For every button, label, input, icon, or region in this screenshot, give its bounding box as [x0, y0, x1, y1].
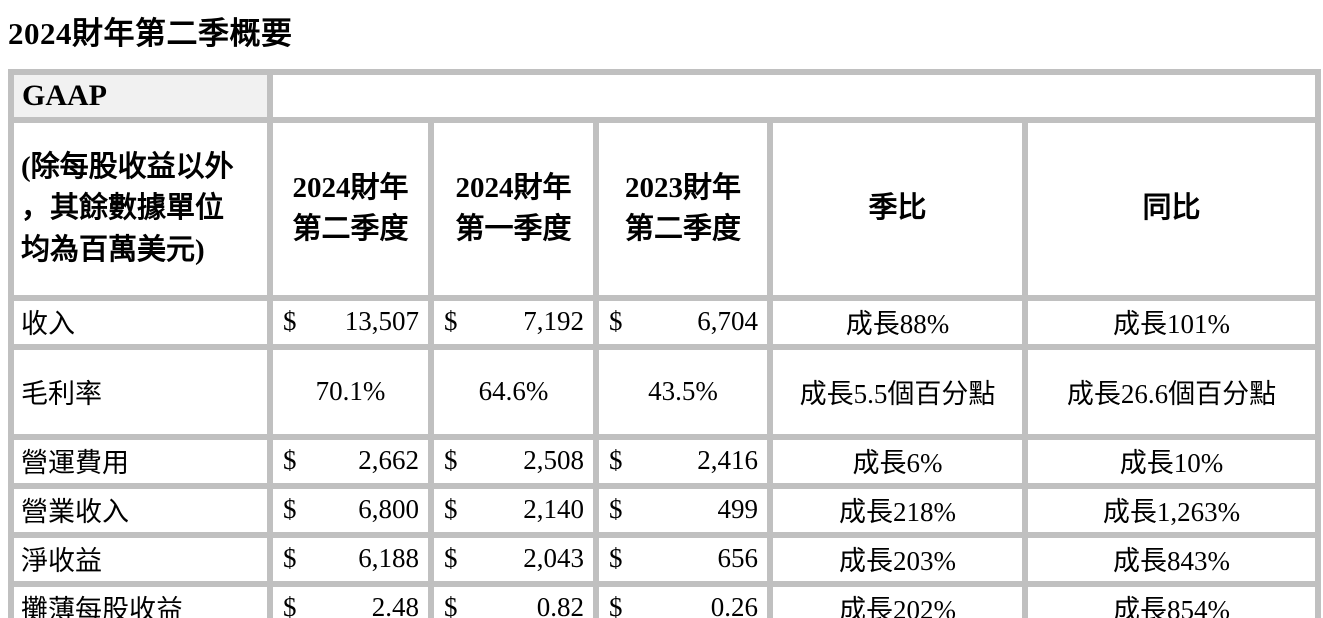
cell-opex-q1-fy2024: $2,508	[428, 434, 599, 489]
cell-value: 6,800	[358, 494, 419, 524]
cell-value: 2,416	[697, 445, 758, 475]
cell-op-income-q1-fy2024: $2,140	[428, 483, 599, 538]
column-header-q1-fy2024: 2024財年 第一季度	[428, 117, 599, 301]
cell-net-income-qoq: 成長203%	[767, 532, 1028, 587]
currency-symbol: $	[283, 445, 297, 475]
gaap-financial-table: GAAP (除每股收益以外 ，其餘數據單位 均為百萬美元) 2024財年 第二季…	[8, 69, 1322, 618]
cell-eps-q1-fy2024: $0.82	[428, 581, 599, 618]
cell-revenue-q2-fy2024: $13,507	[267, 295, 434, 350]
currency-symbol: $	[283, 306, 297, 336]
page-title: 2024財年第二季概要	[8, 16, 293, 51]
cell-value: 656	[717, 543, 759, 573]
cell-op-income-qoq: 成長218%	[767, 483, 1028, 538]
cell-op-income-yoy: 成長1,263%	[1021, 483, 1322, 538]
currency-symbol: $	[283, 543, 297, 573]
currency-symbol: $	[609, 592, 623, 618]
cell-revenue-yoy: 成長101%	[1021, 295, 1322, 350]
cell-value: 2,662	[358, 445, 419, 475]
table-row-gross-margin: 毛利率 70.1% 64.6% 43.5% 成長5.5個百分點 成長26.6個百…	[8, 344, 1322, 440]
table-row-operating-income: 營業收入 $6,800 $2,140 $499 成長218% 成長1,263%	[8, 483, 1322, 538]
row-label-gross-margin: 毛利率	[8, 344, 273, 440]
cell-opex-yoy: 成長10%	[1021, 434, 1322, 489]
row-label-net-income: 淨收益	[8, 532, 273, 587]
column-header-q2-fy2024: 2024財年 第二季度	[267, 117, 434, 301]
cell-gross-margin-q1-fy2024: 64.6%	[428, 344, 599, 440]
column-header-q2-fy2023: 2023財年 第二季度	[593, 117, 773, 301]
cell-value: 0.26	[710, 592, 758, 618]
table-row-net-income: 淨收益 $6,188 $2,043 $656 成長203% 成長843%	[8, 532, 1322, 587]
cell-eps-q2-fy2023: $0.26	[593, 581, 773, 618]
section-label-gaap: GAAP	[8, 69, 273, 123]
header-row: (除每股收益以外 ，其餘數據單位 均為百萬美元) 2024財年 第二季度 202…	[8, 117, 1322, 301]
cell-revenue-q2-fy2023: $6,704	[593, 295, 773, 350]
currency-symbol: $	[609, 543, 623, 573]
cell-op-income-q2-fy2023: $499	[593, 483, 773, 538]
currency-symbol: $	[283, 592, 297, 618]
cell-value: 2,140	[523, 494, 584, 524]
cell-value: 499	[717, 494, 759, 524]
cell-value: 2,508	[523, 445, 584, 475]
row-label-revenue: 收入	[8, 295, 273, 350]
currency-symbol: $	[444, 592, 458, 618]
currency-symbol: $	[609, 494, 623, 524]
cell-net-income-q2-fy2024: $6,188	[267, 532, 434, 587]
cell-value: 6,704	[697, 306, 758, 336]
cell-opex-qoq: 成長6%	[767, 434, 1028, 489]
cell-value: 2,043	[523, 543, 584, 573]
currency-symbol: $	[609, 445, 623, 475]
table-row-operating-expenses: 營運費用 $2,662 $2,508 $2,416 成長6% 成長10%	[8, 434, 1322, 489]
cell-revenue-q1-fy2024: $7,192	[428, 295, 599, 350]
column-header-qoq: 季比	[767, 117, 1028, 301]
cell-revenue-qoq: 成長88%	[767, 295, 1028, 350]
row-label-operating-income: 營業收入	[8, 483, 273, 538]
cell-eps-q2-fy2024: $2.48	[267, 581, 434, 618]
row-label-diluted-eps: 攤薄每股收益	[8, 581, 273, 618]
table-row-diluted-eps: 攤薄每股收益 $2.48 $0.82 $0.26 成長202% 成長854%	[8, 581, 1322, 618]
currency-symbol: $	[283, 494, 297, 524]
currency-symbol: $	[609, 306, 623, 336]
cell-opex-q2-fy2023: $2,416	[593, 434, 773, 489]
cell-gross-margin-q2-fy2024: 70.1%	[267, 344, 434, 440]
currency-symbol: $	[444, 306, 458, 336]
cell-opex-q2-fy2024: $2,662	[267, 434, 434, 489]
cell-value: 0.82	[536, 592, 584, 618]
cell-net-income-yoy: 成長843%	[1021, 532, 1322, 587]
cell-gross-margin-yoy: 成長26.6個百分點	[1021, 344, 1322, 440]
section-row: GAAP	[8, 69, 1322, 123]
cell-op-income-q2-fy2024: $6,800	[267, 483, 434, 538]
currency-symbol: $	[444, 445, 458, 475]
cell-value: 6,188	[358, 543, 419, 573]
cell-value: 7,192	[523, 306, 584, 336]
cell-gross-margin-q2-fy2023: 43.5%	[593, 344, 773, 440]
cell-eps-yoy: 成長854%	[1021, 581, 1322, 618]
section-row-spacer	[266, 69, 1322, 123]
cell-value: 2.48	[371, 592, 419, 618]
cell-value: 13,507	[344, 306, 419, 336]
currency-symbol: $	[444, 494, 458, 524]
cell-gross-margin-qoq: 成長5.5個百分點	[767, 344, 1028, 440]
column-header-metric-note: (除每股收益以外 ，其餘數據單位 均為百萬美元)	[8, 117, 273, 301]
cell-net-income-q2-fy2023: $656	[593, 532, 773, 587]
cell-eps-qoq: 成長202%	[767, 581, 1028, 618]
cell-net-income-q1-fy2024: $2,043	[428, 532, 599, 587]
row-label-operating-expenses: 營運費用	[8, 434, 273, 489]
table-row-revenue: 收入 $13,507 $7,192 $6,704 成長88% 成長101%	[8, 295, 1322, 350]
currency-symbol: $	[444, 543, 458, 573]
column-header-yoy: 同比	[1021, 117, 1322, 301]
